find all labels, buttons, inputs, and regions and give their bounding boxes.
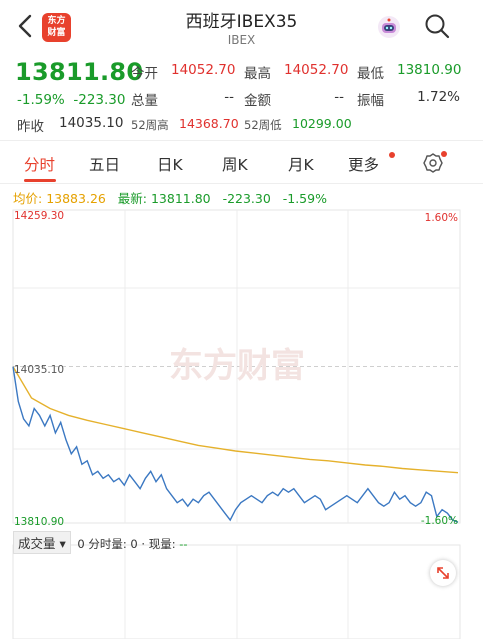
current-volume-value: -- [179,537,188,551]
last-price: 13811.80 [15,58,144,86]
volume-label: 总量 [131,93,158,109]
tab-weekly-k[interactable]: 周K [222,156,248,174]
avg-price-label: 均价: [13,191,43,206]
average-price-line [12,366,459,474]
chart-legend-row: 均价: 13883.26 最新: 13811.80 -223.30 -1.59% [13,188,327,207]
pct-max-label: 1.60% [425,212,458,224]
back-arrow-icon[interactable] [16,12,36,40]
tab-more[interactable]: 更多 [348,156,380,174]
low-label: 最低 [357,66,384,82]
price-change: -1.59% -223.30 [17,92,126,108]
y-max-label: 14259.30 [14,210,64,222]
top-header: 东方 财富 西班牙IBEX35 IBEX [0,0,483,52]
w52-low-label: 52周低 [244,118,282,132]
indicator-dropdown[interactable]: 成交量 ▾ [13,531,71,554]
latest-label: 最新: [117,191,147,206]
high-value: 14052.70 [284,62,349,78]
w52-high-value: 14368.70 [179,116,239,131]
robot-assistant-icon[interactable] [376,14,402,40]
tab-daily-k[interactable]: 日K [157,156,183,174]
pct-min-label: -1.60% [421,515,458,527]
y-mid-label: 14035.10 [14,364,64,376]
active-tab-indicator [24,179,56,182]
amplitude-label: 振幅 [357,93,384,109]
period-tabs: 分时 五日 日K 周K 月K 更多 [0,140,483,184]
tab-monthly-k[interactable]: 月K [288,156,314,174]
page-title: 西班牙IBEX35 [185,12,298,32]
y-min-label: 13810.90 [14,516,64,528]
latest-change: -223.30 [222,191,271,206]
tab-five-day[interactable]: 五日 [89,156,121,174]
amount-value: -- [334,89,344,105]
avg-price-value: 13883.26 [46,191,106,206]
low-value: 13810.90 [397,62,462,78]
latest-value: 13811.80 [150,191,211,206]
chart-watermark: 东方财富 [169,346,305,386]
intraday-chart[interactable]: 东方财富 14259.30 14035.10 13810.90 1.60% -1… [0,205,483,639]
prev-close-label: 昨收 [17,119,44,135]
open-label: 今开 [131,66,158,82]
high-label: 最高 [244,66,271,82]
amount-label: 金额 [244,93,271,109]
prev-close-value: 14035.10 [59,115,124,131]
search-icon[interactable] [424,13,450,39]
volume-readout: 0 分时量: 0 · 现量: [77,537,176,551]
w52-high-label: 52周高 [131,118,169,132]
fullscreen-expand-icon[interactable] [430,560,456,586]
price-line [12,366,459,523]
latest-pct: -1.59% [282,191,327,206]
settings-notification-dot [441,151,447,157]
app-logo: 东方 财富 [42,13,71,42]
amplitude-value: 1.72% [417,89,460,105]
settings-gear-icon[interactable] [423,153,443,173]
w52-low-value: 10299.00 [292,116,352,131]
volume-value: -- [224,89,234,105]
page-subtitle: IBEX [227,33,256,47]
more-notification-dot [389,152,395,158]
volume-row: 成交量 ▾ 0 分时量: 0 · 现量: -- [13,531,188,554]
open-value: 14052.70 [171,62,236,78]
quote-panel: 13811.80 -1.59% -223.30 今开 14052.70 最高 1… [0,52,483,136]
tab-intraday[interactable]: 分时 [24,156,56,174]
